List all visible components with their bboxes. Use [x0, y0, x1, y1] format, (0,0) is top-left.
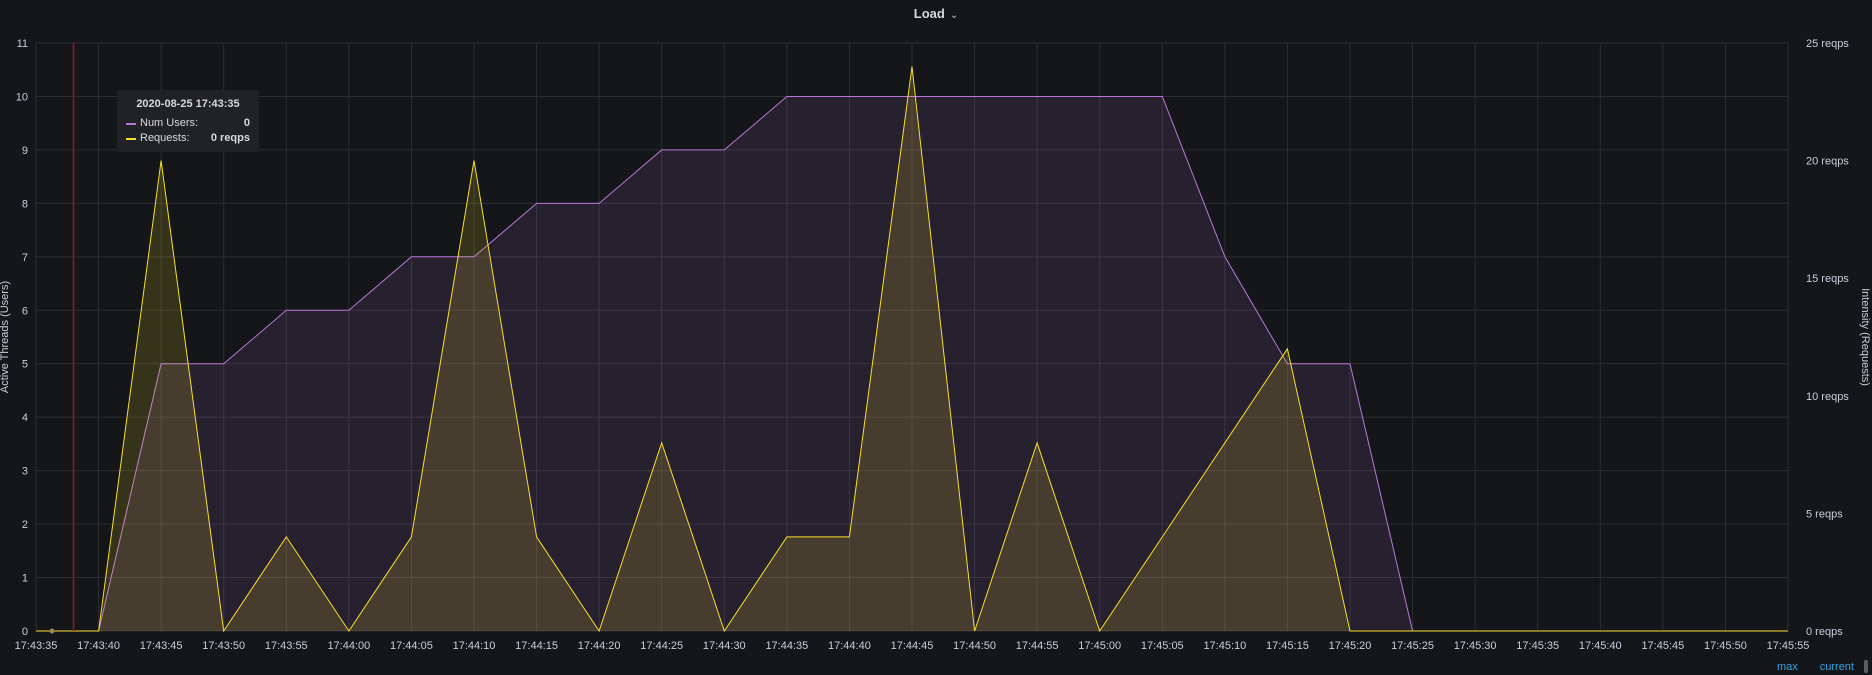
panel-title[interactable]: Load ⌄: [0, 6, 1872, 21]
y-tick-label: 1: [22, 573, 28, 585]
x-tick-label: 17:43:45: [140, 640, 183, 652]
x-tick-label: 17:44:30: [703, 640, 746, 652]
x-tick-label: 17:44:40: [828, 640, 871, 652]
y-tick-label: 5: [22, 359, 28, 371]
y-tick-label: 11: [17, 38, 28, 50]
hover-tooltip: 2020-08-25 17:43:35 Num Users: 0 Request…: [117, 90, 259, 152]
x-tick-label: 17:45:45: [1641, 640, 1684, 652]
hover-point-marker: [49, 628, 55, 634]
x-tick-label: 17:45:00: [1078, 640, 1121, 652]
tooltip-value: 0 reqps: [210, 132, 250, 144]
y2-tick-label: 15 reqps: [1806, 273, 1849, 285]
x-tick-label: 17:45:55: [1767, 640, 1810, 652]
scroll-handle[interactable]: [1864, 660, 1868, 673]
x-tick-label: 17:44:50: [953, 640, 996, 652]
x-tick-label: 17:44:10: [453, 640, 496, 652]
y-tick-label: 10: [16, 91, 28, 103]
y-tick-label: 7: [22, 252, 28, 264]
y2-tick-label: 25 reqps: [1806, 38, 1849, 50]
x-tick-label: 17:45:15: [1266, 640, 1309, 652]
legend-links: max current: [1755, 661, 1854, 673]
tooltip-value: 0: [243, 117, 250, 129]
x-tick-label: 17:45:05: [1141, 640, 1184, 652]
x-tick-label: 17:44:05: [390, 640, 433, 652]
requests-swatch-icon: [126, 138, 136, 140]
x-tick-label: 17:44:25: [640, 640, 683, 652]
y2-tick-label: 0 reqps: [1806, 626, 1843, 638]
y2-axis-label: Intensity (Requests): [1859, 288, 1871, 386]
x-tick-label: 17:45:20: [1329, 640, 1372, 652]
y2-tick-label: 10 reqps: [1806, 391, 1849, 403]
y2-tick-label: 20 reqps: [1806, 156, 1849, 168]
x-tick-label: 17:45:50: [1704, 640, 1747, 652]
legend-sort-max[interactable]: max: [1776, 661, 1798, 673]
x-tick-label: 17:44:45: [891, 640, 934, 652]
tooltip-label: Num Users:: [140, 117, 199, 129]
x-tick-label: 17:44:15: [515, 640, 558, 652]
y-tick-label: 2: [22, 519, 28, 531]
chevron-down-icon[interactable]: ⌄: [949, 10, 959, 21]
tooltip-time: 2020-08-25 17:43:35: [136, 98, 240, 110]
y-tick-label: 6: [22, 305, 28, 317]
y-axis-label: Active Threads (Users): [0, 281, 11, 393]
requests-area: [36, 66, 1788, 631]
y-tick-label: 4: [22, 412, 28, 424]
y-tick-label: 8: [22, 198, 28, 210]
requests-line: [36, 66, 1788, 633]
tooltip-row-users: Num Users: 0: [126, 117, 250, 131]
legend-sort-current[interactable]: current: [1819, 661, 1854, 673]
tooltip-label: Requests:: [140, 132, 190, 144]
y-tick-label: 9: [22, 145, 28, 157]
y2-tick-label: 5 reqps: [1806, 508, 1843, 520]
x-tick-label: 17:43:50: [202, 640, 245, 652]
x-tick-label: 17:44:00: [327, 640, 370, 652]
x-tick-label: 17:44:20: [578, 640, 621, 652]
x-tick-label: 17:44:55: [1016, 640, 1059, 652]
x-tick-label: 17:43:40: [77, 640, 120, 652]
tooltip-row-requests: Requests: 0 reqps: [126, 132, 250, 146]
panel-title-text: Load: [913, 6, 945, 21]
x-tick-label: 17:45:10: [1203, 640, 1246, 652]
x-tick-label: 17:43:35: [15, 640, 58, 652]
num-users-area: [36, 96, 1788, 631]
x-tick-label: 17:45:40: [1579, 640, 1622, 652]
y-tick-label: 0: [22, 626, 28, 638]
x-tick-label: 17:43:55: [265, 640, 308, 652]
num-users-swatch-icon: [126, 123, 136, 125]
x-tick-label: 17:44:35: [765, 640, 808, 652]
x-tick-label: 17:45:25: [1391, 640, 1434, 652]
x-tick-label: 17:45:35: [1516, 640, 1559, 652]
x-tick-label: 17:45:30: [1454, 640, 1497, 652]
y-tick-label: 3: [22, 466, 28, 478]
